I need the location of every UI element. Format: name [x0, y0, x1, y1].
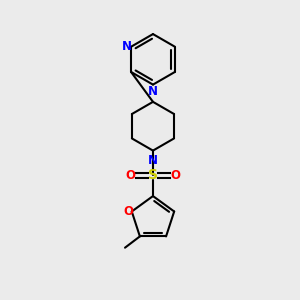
Text: O: O [125, 169, 135, 182]
Text: O: O [123, 205, 133, 218]
Text: N: N [148, 154, 158, 167]
Text: O: O [171, 169, 181, 182]
Text: N: N [122, 40, 132, 53]
Text: S: S [148, 168, 158, 182]
Text: N: N [148, 85, 158, 98]
